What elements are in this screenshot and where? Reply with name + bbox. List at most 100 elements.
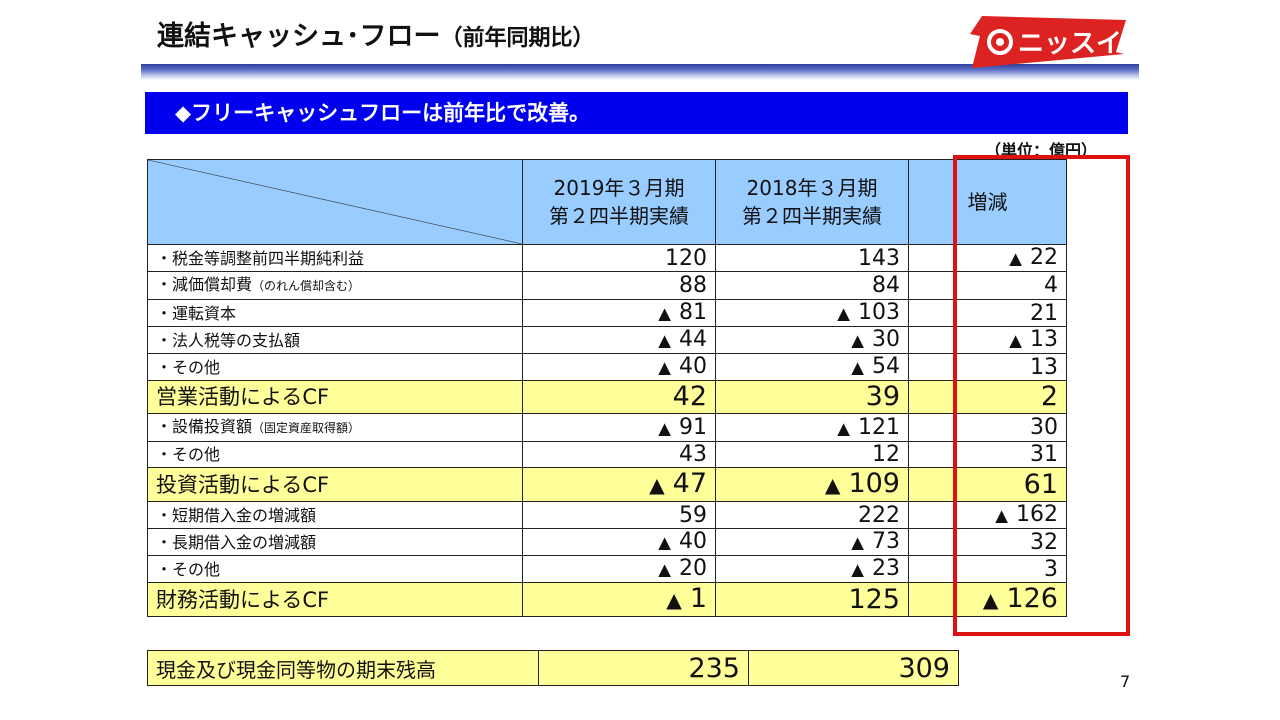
row-label: 営業活動によるCF xyxy=(147,380,523,414)
value-2019: ▲ 47 xyxy=(522,467,716,502)
negative-triangle-icon: ▲ xyxy=(995,506,1008,525)
value-change: 3 xyxy=(908,555,1067,583)
value-2018: 84 xyxy=(715,271,909,300)
cash-balance-2018: 309 xyxy=(748,650,959,686)
table-row: ・短期借入金の増減額 59 222 ▲ 162 xyxy=(147,501,1067,529)
title-suffix: （前年同期比） xyxy=(440,26,595,51)
page-number: 7 xyxy=(1120,672,1131,691)
table-row: ・その他 ▲ 20 ▲ 23 3 xyxy=(147,555,1067,583)
value-change: ▲ 126 xyxy=(908,582,1067,617)
cash-balance-table: 現金及び現金同等物の期末残高 235 309 xyxy=(147,650,959,686)
row-label: 投資活動によるCF xyxy=(147,467,523,502)
row-label: ・長期借入金の増減額 xyxy=(147,528,523,556)
unit-note: （単位：億円） xyxy=(985,141,1098,160)
value-2018: ▲ 30 xyxy=(715,326,909,354)
negative-triangle-icon: ▲ xyxy=(1009,249,1022,268)
value-2018: ▲ 109 xyxy=(715,467,909,502)
value-2019: ▲ 91 xyxy=(522,413,716,442)
cash-balance-row: 現金及び現金同等物の期末残高 235 309 xyxy=(147,650,959,686)
negative-triangle-icon: ▲ xyxy=(658,358,671,377)
row-label: ・税金等調整前四半期純利益 xyxy=(147,244,523,272)
cash-balance-2019: 235 xyxy=(538,650,749,686)
table-header-row: 2019年３月期 第２四半期実績 2018年３月期 第２四半期実績 増減 xyxy=(147,159,1067,245)
corner-cell xyxy=(147,159,523,245)
value-change: 21 xyxy=(908,299,1067,327)
value-2018: ▲ 121 xyxy=(715,413,909,442)
row-label: ・運転資本 xyxy=(147,299,523,327)
nissui-logo: ニッスイ xyxy=(968,14,1128,70)
table-row: ・税金等調整前四半期純利益 120 143 ▲ 22 xyxy=(147,244,1067,272)
value-change: 13 xyxy=(908,353,1067,381)
title-main: 連結キャッシュ･フロー xyxy=(157,21,441,52)
value-2019: ▲ 1 xyxy=(522,582,716,617)
negative-triangle-icon: ▲ xyxy=(658,418,671,438)
value-2018: 125 xyxy=(715,582,909,617)
table-row: ・減価償却費（のれん償却含む） 88 84 4 xyxy=(147,271,1067,300)
value-2019: 43 xyxy=(522,441,716,468)
value-change: 2 xyxy=(908,380,1067,414)
value-2018: 12 xyxy=(715,441,909,468)
value-change: ▲ 22 xyxy=(908,244,1067,272)
column-header-change: 増減 xyxy=(908,159,1067,245)
subtotal-row: 投資活動によるCF ▲ 47 ▲ 109 61 xyxy=(147,467,1067,502)
value-2019: ▲ 20 xyxy=(522,555,716,583)
logo-icon: ニッスイ xyxy=(970,16,1126,68)
negative-triangle-icon: ▲ xyxy=(658,331,671,350)
value-2018: 143 xyxy=(715,244,909,272)
value-2018: 222 xyxy=(715,501,909,529)
value-2018: 39 xyxy=(715,380,909,414)
row-label: ・その他 xyxy=(147,353,523,381)
cash-flow-table: 2019年３月期 第２四半期実績 2018年３月期 第２四半期実績 増減 ・税金等調… xyxy=(147,159,1067,617)
negative-triangle-icon: ▲ xyxy=(837,418,850,438)
negative-triangle-icon: ▲ xyxy=(658,533,671,552)
row-label-note: （のれん償却含む） xyxy=(252,279,361,293)
row-label: ・減価償却費（のれん償却含む） xyxy=(147,271,523,300)
negative-triangle-icon: ▲ xyxy=(851,358,864,377)
row-label: ・短期借入金の増減額 xyxy=(147,501,523,529)
svg-text:ニッスイ: ニッスイ xyxy=(1018,29,1122,59)
value-change: 32 xyxy=(908,528,1067,556)
diagonal-line-icon xyxy=(148,160,522,244)
value-2018: ▲ 23 xyxy=(715,555,909,583)
table-row: ・運転資本 ▲ 81 ▲ 103 21 xyxy=(147,299,1067,327)
value-change: 31 xyxy=(908,441,1067,468)
value-change: 61 xyxy=(908,467,1067,502)
negative-triangle-icon: ▲ xyxy=(658,304,671,323)
table-row: ・法人税等の支払額 ▲ 44 ▲ 30 ▲ 13 xyxy=(147,326,1067,354)
cash-balance-label: 現金及び現金同等物の期末残高 xyxy=(147,650,539,686)
value-2018: ▲ 103 xyxy=(715,299,909,327)
value-2019: 59 xyxy=(522,501,716,529)
row-label-note: （固定資産取得額） xyxy=(252,421,361,435)
header-gradient-band xyxy=(141,64,1139,80)
value-2019: ▲ 44 xyxy=(522,326,716,354)
negative-triangle-icon: ▲ xyxy=(982,588,999,612)
subtotal-row: 財務活動によるCF ▲ 1 125 ▲ 126 xyxy=(147,582,1067,617)
page-title: 連結キャッシュ･フロー（前年同期比） xyxy=(157,14,595,53)
negative-triangle-icon: ▲ xyxy=(658,560,671,579)
negative-triangle-icon: ▲ xyxy=(824,473,841,497)
column-header-2018: 2018年３月期 第２四半期実績 xyxy=(715,159,909,245)
value-change: ▲ 162 xyxy=(908,501,1067,529)
row-label: ・その他 xyxy=(147,555,523,583)
value-change: ▲ 13 xyxy=(908,326,1067,354)
negative-triangle-icon: ▲ xyxy=(649,473,665,497)
value-2019: ▲ 40 xyxy=(522,528,716,556)
table-row: ・長期借入金の増減額 ▲ 40 ▲ 73 32 xyxy=(147,528,1067,556)
value-2019: 42 xyxy=(522,380,716,414)
cash-flow-rows: ・税金等調整前四半期純利益 120 143 ▲ 22 ・減価償却費（のれん償却含む） 88 8… xyxy=(147,244,1067,617)
row-label: 財務活動によるCF xyxy=(147,582,523,617)
value-2019: 120 xyxy=(522,244,716,272)
row-label: ・設備投資額（固定資産取得額） xyxy=(147,413,523,442)
value-2018: ▲ 54 xyxy=(715,353,909,381)
negative-triangle-icon: ▲ xyxy=(837,304,850,323)
table-row: ・その他 43 12 31 xyxy=(147,441,1067,468)
row-label: ・法人税等の支払額 xyxy=(147,326,523,354)
value-change: 4 xyxy=(908,271,1067,300)
subtotal-row: 営業活動によるCF 42 39 2 xyxy=(147,380,1067,414)
value-2018: ▲ 73 xyxy=(715,528,909,556)
negative-triangle-icon: ▲ xyxy=(851,331,864,350)
table-row: ・その他 ▲ 40 ▲ 54 13 xyxy=(147,353,1067,381)
negative-triangle-icon: ▲ xyxy=(1009,331,1022,350)
row-label: ・その他 xyxy=(147,441,523,468)
column-header-2019: 2019年３月期 第２四半期実績 xyxy=(522,159,716,245)
